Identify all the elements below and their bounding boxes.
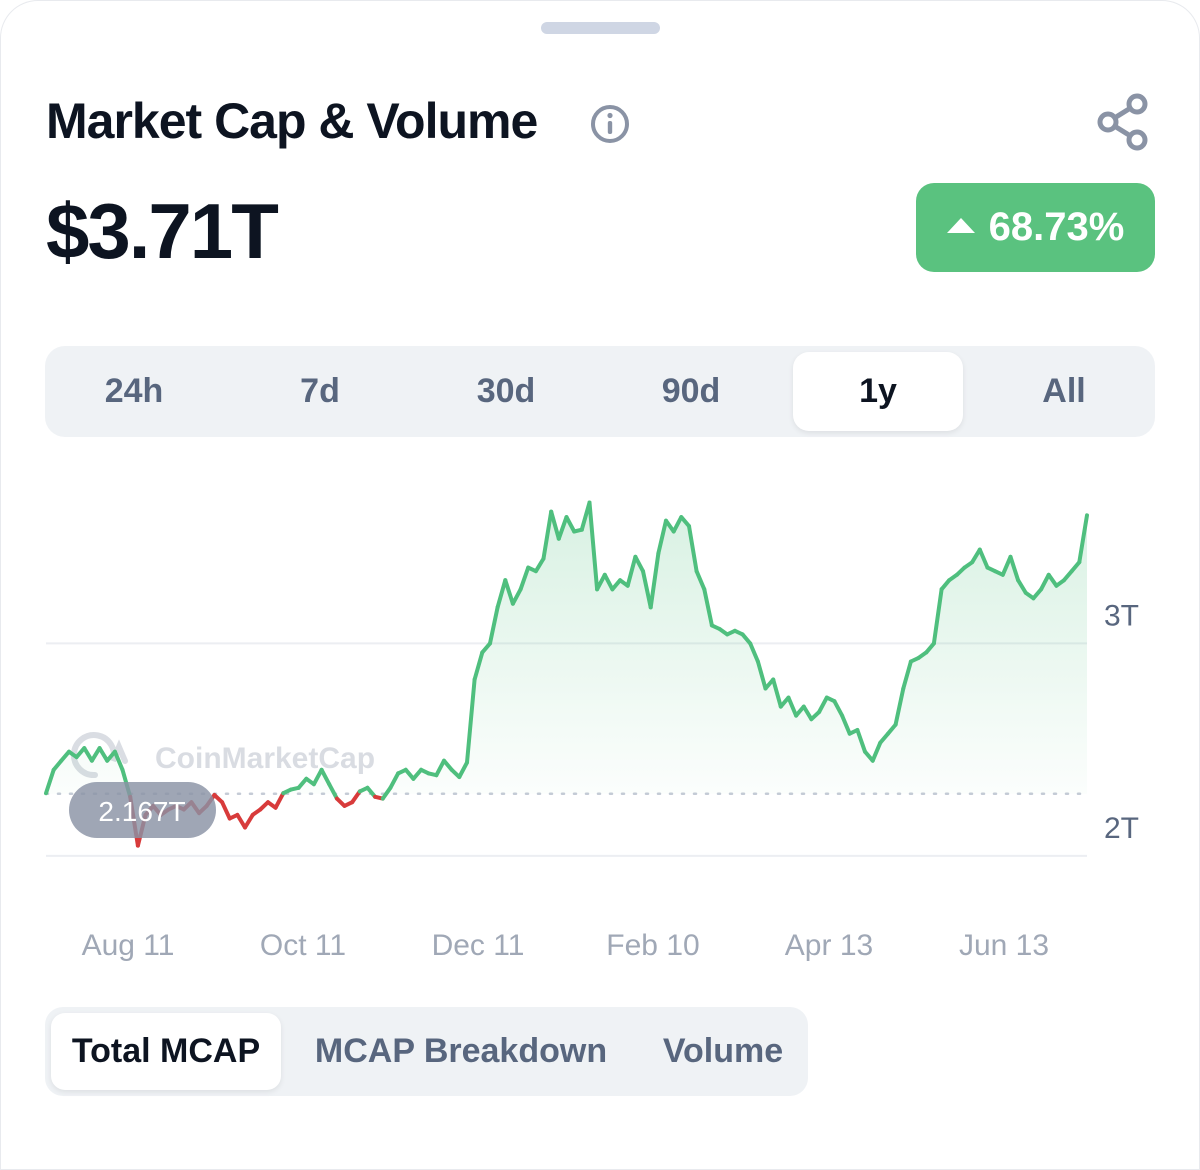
range-tab-24h[interactable]: 24h <box>104 372 164 410</box>
line-segment <box>533 556 546 574</box>
line-segment <box>595 572 607 592</box>
line-segment <box>931 587 944 646</box>
line-segment <box>648 551 661 610</box>
line-segment <box>901 659 913 691</box>
line-segment <box>1016 578 1028 595</box>
baseline-label: 2.167T <box>98 796 185 827</box>
line-segment <box>840 713 852 736</box>
info-icon[interactable] <box>588 102 632 146</box>
range-tab-7d[interactable]: 7d <box>300 372 340 410</box>
line-segment <box>457 760 469 779</box>
line-segment <box>350 789 362 805</box>
line-segment <box>1008 554 1021 583</box>
line-segment <box>587 500 600 592</box>
market-cap-chart[interactable]: CoinMarketCap 2.167T 3T 2T Aug 11 Oct 11 De… <box>0 470 1200 970</box>
line-segment <box>319 767 332 787</box>
x-tick-label: Oct 11 <box>260 929 346 962</box>
tab-volume[interactable]: Volume <box>662 1032 784 1070</box>
line-segment <box>388 771 401 790</box>
range-tab-all[interactable]: All <box>1042 372 1086 410</box>
line-segment <box>694 569 707 592</box>
line-segment <box>748 641 760 664</box>
line-segment <box>510 587 523 606</box>
x-tick-label: Dec 11 <box>432 929 525 962</box>
x-tick-label: Apr 13 <box>785 929 873 962</box>
line-segment <box>112 749 125 772</box>
line-segment <box>1000 554 1013 577</box>
y-tick-label: 2T <box>1104 812 1139 845</box>
area-fill <box>46 502 1087 794</box>
change-percent: 68.73% <box>988 205 1125 249</box>
line-segment <box>625 554 638 588</box>
line-segment <box>893 686 906 727</box>
x-tick-label: Jun 13 <box>959 929 1049 962</box>
market-cap-value: $3.71T <box>46 187 279 275</box>
line-segment <box>602 572 615 592</box>
line-segment <box>786 695 799 718</box>
line-segment <box>220 800 232 821</box>
line-segment <box>641 569 653 610</box>
line-segment <box>755 659 768 691</box>
line-segment <box>870 740 883 763</box>
sheet-grabber-handle[interactable] <box>541 22 660 34</box>
line-segment <box>564 515 577 534</box>
watermark-text: CoinMarketCap <box>155 742 375 775</box>
line-segment <box>771 677 783 709</box>
line-segment <box>656 518 668 556</box>
triangle-up-icon <box>946 218 975 233</box>
share-icon[interactable] <box>1092 90 1154 154</box>
time-range-selector: 24h 7d 30d 90d 1y All <box>45 346 1155 437</box>
line-segment <box>633 554 645 574</box>
line-segment <box>1046 572 1059 588</box>
line-segment <box>44 767 56 796</box>
line-segment <box>1039 572 1051 592</box>
line-segment <box>327 782 339 801</box>
line-segment <box>503 578 515 606</box>
line-segment <box>243 812 255 830</box>
page-title: Market Cap & Volume <box>46 93 538 149</box>
line-segment <box>702 587 714 628</box>
line-segment <box>82 746 94 763</box>
line-segment <box>235 812 247 830</box>
line-segment <box>687 524 699 574</box>
line-segment <box>832 699 845 718</box>
line-segment <box>817 695 829 714</box>
x-tick-label: Feb 10 <box>606 929 699 962</box>
y-tick-label: 3T <box>1104 599 1139 632</box>
line-segment <box>434 758 446 778</box>
tab-total-mcap[interactable]: Total MCAP <box>51 1013 281 1090</box>
range-tab-90d[interactable]: 90d <box>661 372 721 410</box>
line-segment <box>488 605 500 646</box>
line-segment <box>1077 513 1089 565</box>
line-segment <box>495 578 508 610</box>
line-segment <box>541 509 554 561</box>
line-segment <box>556 515 569 541</box>
line-segment <box>97 746 110 763</box>
line-segment <box>549 509 561 541</box>
line-segment <box>89 746 102 763</box>
line-segment <box>311 767 324 787</box>
range-tab-30d[interactable]: 30d <box>476 372 536 410</box>
line-segment <box>465 677 477 765</box>
line-segment <box>518 565 531 592</box>
tab-mcap-breakdown[interactable]: MCAP Breakdown <box>314 1032 608 1070</box>
line-segment <box>380 785 393 801</box>
range-tab-1y[interactable]: 1y <box>793 352 963 431</box>
line-segment <box>273 791 286 810</box>
line-segment <box>472 650 485 682</box>
line-segment <box>855 728 867 754</box>
metric-selector: Total MCAP MCAP Breakdown Volume <box>45 1007 808 1096</box>
x-tick-label: Aug 11 <box>82 929 175 962</box>
line-segment <box>801 704 814 722</box>
change-badge: 68.73% <box>916 183 1155 272</box>
line-segment <box>671 515 684 534</box>
baseline-label-pill: 2.167T <box>69 782 216 838</box>
line-segment <box>977 547 990 570</box>
